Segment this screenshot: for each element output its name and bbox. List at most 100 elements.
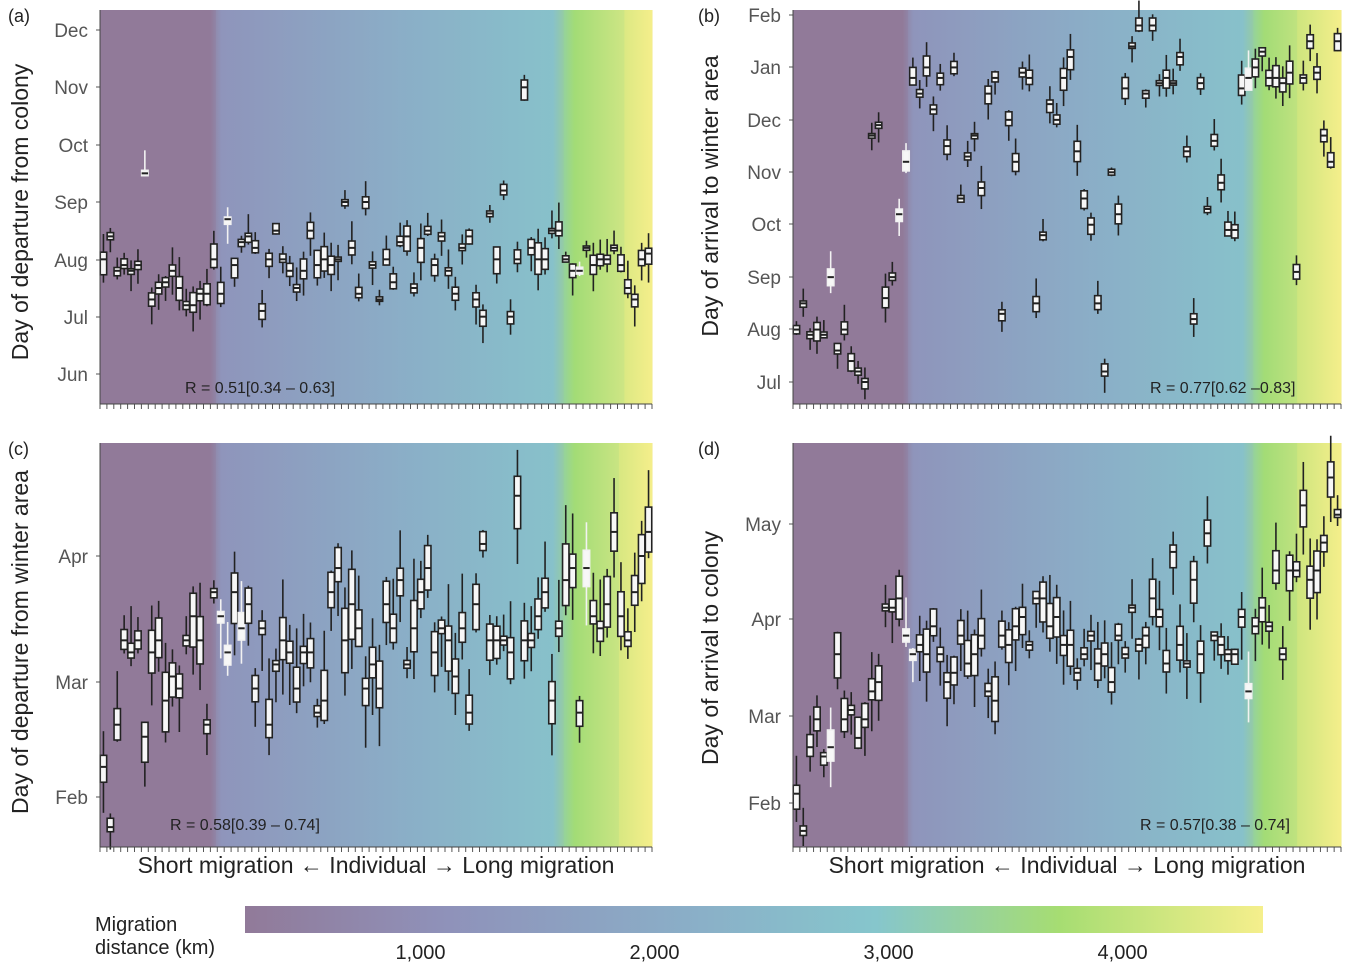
individual-box [492, 246, 501, 284]
y-tick-label: Sep [747, 268, 781, 289]
individual-box [472, 284, 481, 325]
individual-box [1244, 50, 1253, 91]
individual-box [506, 299, 515, 335]
panel-c-stat: R = 0.58[0.39 – 0.74] [170, 817, 320, 834]
individual-box [154, 600, 163, 672]
individual-box [1155, 580, 1164, 651]
y-tick-label: Dec [747, 111, 781, 132]
individual-box [929, 607, 938, 642]
individual-box [881, 273, 890, 323]
box-iqr [396, 235, 405, 247]
box-iqr [271, 222, 280, 235]
individual-box [120, 615, 129, 654]
box-iqr [99, 754, 108, 784]
legend-tick-label: 3,000 [864, 942, 914, 963]
individual-box [327, 570, 336, 631]
individual-box [644, 470, 653, 559]
individual-box [1251, 48, 1260, 89]
box-iqr [1086, 217, 1095, 236]
individual-box [922, 42, 931, 87]
box-iqr [623, 278, 632, 295]
individual-box [1244, 651, 1253, 723]
individual-box [127, 260, 136, 292]
individual-box [1100, 358, 1109, 393]
y-tick-label: Jul [757, 373, 781, 394]
box-iqr [403, 225, 412, 252]
individual-box [806, 715, 815, 772]
individual-box [451, 632, 460, 715]
box-iqr [1134, 17, 1143, 32]
box-iqr [513, 475, 522, 530]
box-iqr [1162, 649, 1171, 673]
plot-background [100, 10, 652, 404]
box-iqr [1155, 608, 1164, 628]
box-iqr [237, 611, 246, 641]
individual-box [202, 703, 211, 756]
individual-box [1285, 45, 1294, 99]
box-iqr [826, 729, 835, 762]
box-iqr [271, 659, 280, 673]
individual-box [1148, 14, 1157, 41]
box-iqr [492, 625, 501, 660]
individual-box [915, 615, 924, 682]
box-iqr [792, 784, 801, 810]
panel-d-stat: R = 0.57[0.38 – 0.74] [1140, 817, 1290, 834]
box-iqr [478, 530, 487, 552]
individual-box [1039, 576, 1048, 633]
box-iqr [1278, 77, 1287, 93]
box-iqr [956, 619, 965, 645]
box-iqr [936, 72, 945, 86]
box-iqr [589, 599, 598, 625]
individual-box [874, 112, 883, 143]
box-iqr [465, 694, 474, 725]
individual-box [202, 268, 211, 307]
individual-box [278, 246, 287, 274]
individual-box [547, 653, 556, 756]
panel-d-ylabel: Day of arrival to colony [697, 531, 723, 765]
panel-d-xlabel: Short migration ← Individual → Long migr… [829, 852, 1306, 878]
individual-box [1182, 135, 1191, 163]
individual-box [568, 513, 577, 620]
individual-box [1278, 66, 1287, 107]
individual-box [1114, 195, 1123, 236]
box-iqr [492, 246, 501, 275]
box-iqr [806, 733, 815, 758]
box-iqr [991, 71, 1000, 83]
box-iqr [485, 623, 494, 661]
box-iqr [437, 619, 446, 635]
individual-box [1210, 119, 1219, 151]
individual-box [977, 589, 986, 657]
individual-box [437, 616, 446, 667]
individual-box [977, 165, 986, 210]
box-iqr [382, 580, 391, 624]
individual-box [1251, 608, 1260, 662]
box-iqr [949, 656, 958, 686]
individual-box [534, 577, 543, 639]
individual-box [799, 807, 808, 846]
individual-box [541, 237, 550, 275]
individual-box [430, 253, 439, 282]
individual-box [1176, 604, 1185, 673]
individual-box [209, 230, 218, 270]
legend-tick-label: 4,000 [1098, 942, 1148, 963]
individual-box [513, 449, 522, 564]
individual-box [1128, 36, 1137, 63]
box-iqr [1223, 648, 1232, 662]
individual-box [223, 622, 232, 676]
individual-box [334, 543, 343, 617]
box-iqr [860, 377, 869, 390]
box-iqr [1114, 623, 1123, 642]
box-iqr [637, 249, 646, 267]
panel-b-ylabel: Day of arrival to winter area [697, 55, 723, 336]
individual-box [1169, 531, 1178, 595]
individual-box [1032, 278, 1041, 319]
individual-box [1128, 579, 1137, 639]
individual-box [306, 212, 315, 256]
box-iqr [313, 704, 322, 718]
individual-box [361, 656, 370, 748]
individual-box [244, 214, 253, 245]
individual-box [423, 212, 432, 236]
box-iqr [244, 587, 253, 625]
individual-box [1271, 57, 1280, 99]
individual-box [1052, 584, 1061, 664]
